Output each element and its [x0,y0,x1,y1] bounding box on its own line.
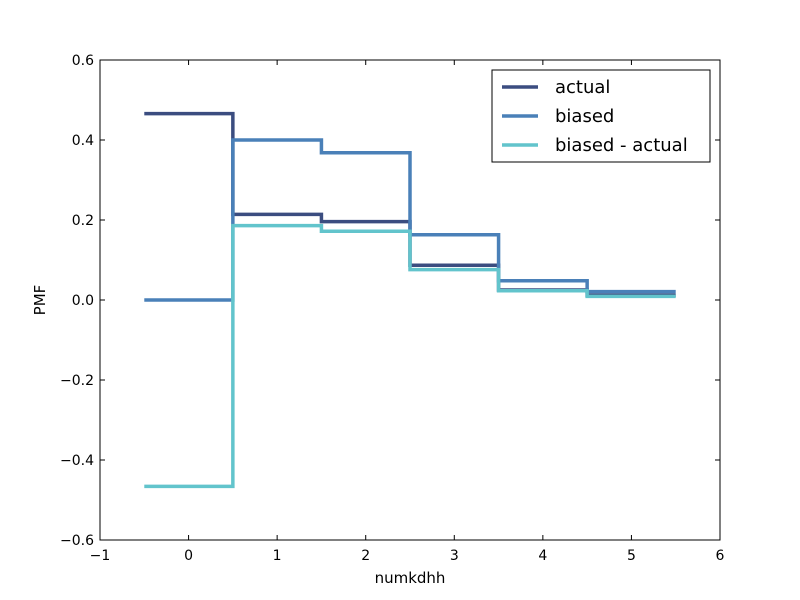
legend-label-0: actual [555,77,610,98]
x-tick-label: −1 [90,548,111,564]
x-tick-label: 5 [627,548,636,564]
ticks-layer [99,59,721,541]
legend: actual biased biased - actual [491,69,711,163]
y-axis-label: PMF [31,285,49,316]
x-axis-label: numkdhh [375,569,446,587]
series-line-1 [144,138,676,302]
x-tick-label: 3 [450,548,459,564]
series-line-2 [144,223,676,489]
y-tick-label: 0.2 [72,213,94,229]
y-tick-label: −0.4 [60,453,94,469]
legend-label-1: biased [555,106,614,127]
legend-label-2: biased - actual [555,135,688,156]
x-tick-label: 1 [273,548,282,564]
x-tick-label: 6 [716,548,725,564]
y-tick-label: 0.0 [72,293,94,309]
y-tick-label: −0.6 [60,533,94,549]
x-tick-label: 0 [184,548,193,564]
x-tick-label: 2 [361,548,370,564]
tick-labels-layer: −1 0 1 2 3 4 5 6 −0.6 −0.4 −0.2 0.0 0.2 0.4 0.6 [60,53,725,564]
y-tick-label: 0.4 [72,133,94,149]
series-layer [144,111,676,489]
x-tick-label: 4 [538,548,547,564]
y-tick-label: −0.2 [60,373,94,389]
y-tick-label: 0.6 [72,53,94,69]
